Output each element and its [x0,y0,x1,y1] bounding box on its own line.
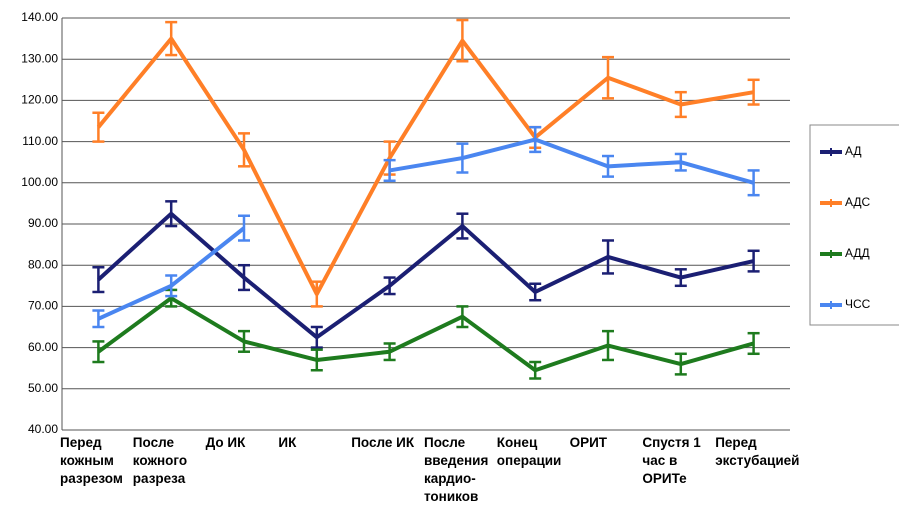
y-tick-label: 140.00 [21,10,58,24]
y-tick-label: 80.00 [28,257,58,271]
y-tick-label: 100.00 [21,175,58,189]
x-tick-label: Перед кожным разрезом [60,435,123,486]
error-bar [456,212,469,240]
series-line [97,211,755,340]
error-bar [383,158,396,182]
error-bar [238,263,250,292]
error-bar [456,142,469,174]
error-bar [602,239,614,275]
error-bar [747,78,760,106]
legend-label: АДД [845,246,870,260]
x-tick-label: После кожного разреза [132,435,188,486]
y-tick-label: 40.00 [28,422,58,436]
x-tick-label: ОРИТ [569,435,608,450]
error-bar [238,132,250,168]
legend-box [809,124,899,326]
error-bar [238,214,250,242]
x-tick-label: Перед экстубацией [715,435,800,468]
x-tick-label: После введения кардио-тоников [424,435,489,504]
y-tick-label: 120.00 [21,93,58,107]
x-tick-label: Спустя 1 час в ОРИТе [642,435,701,486]
legend-label: ЧСС [845,297,871,311]
legend-label: АД [845,144,862,158]
series-line [97,296,755,373]
error-bar [92,340,105,364]
error-bar [674,352,687,376]
legend-label: АДС [845,195,871,209]
error-bar [529,125,542,154]
x-tick-label: До ИК [205,435,246,450]
y-tick-label: 130.00 [21,51,58,65]
y-tick-label: 110.00 [22,134,58,148]
error-bar [92,266,105,294]
error-bar [674,90,687,119]
error-bar [165,274,178,298]
y-tick-label: 60.00 [28,340,58,354]
error-bar [165,20,178,57]
error-bar [674,152,687,172]
error-bar [165,200,178,228]
y-tick-label: 90.00 [28,216,58,230]
x-tick-label: ИК [278,435,297,450]
error-bar [602,329,614,362]
y-tick-label: 70.00 [28,299,58,313]
error-bar [456,18,469,63]
error-bar [747,331,760,356]
y-tick-label: 50.00 [28,381,58,395]
series-line [96,36,754,297]
error-bar [602,55,614,100]
error-bar [529,282,542,302]
error-bar [310,348,323,372]
error-bar [602,154,614,178]
error-bar [383,342,396,362]
error-bar [674,268,687,288]
error-bar [383,276,396,296]
error-bar [456,305,469,329]
error-bar [92,111,105,143]
error-bar [310,325,323,349]
error-bar [92,309,105,329]
error-bar [238,329,250,353]
x-tick-label: Конец операции [496,435,562,468]
x-tick-label: После ИК [351,435,415,450]
series-line [389,137,755,185]
error-bar [747,249,760,273]
error-bar [747,169,760,197]
error-bar [310,280,323,308]
error-bar [529,360,542,380]
